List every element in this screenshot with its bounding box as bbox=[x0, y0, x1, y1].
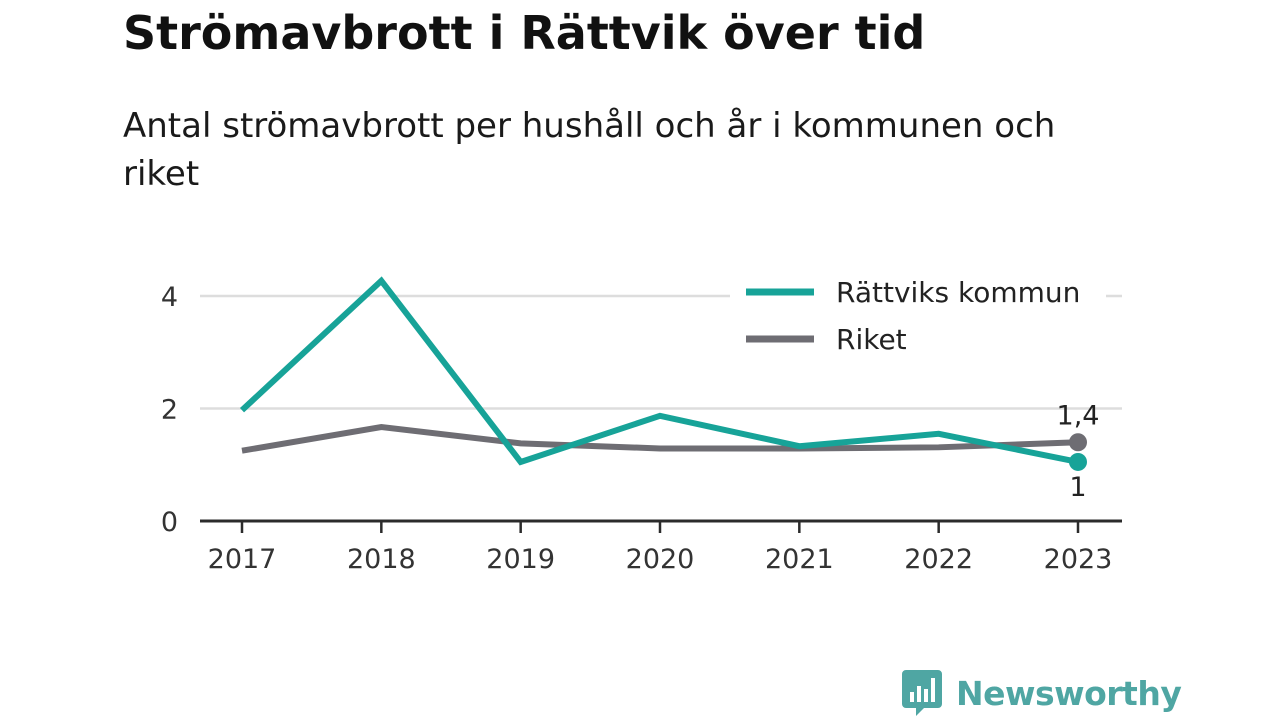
x-tick-label: 2022 bbox=[904, 544, 973, 575]
end-label-riket: 1,4 bbox=[1057, 400, 1100, 431]
series-line-riket bbox=[241, 424, 1079, 454]
brand-logo: Newsworthy bbox=[902, 670, 1182, 716]
y-tick-label: 2 bbox=[161, 395, 178, 426]
series-line-rattvik bbox=[239, 276, 1079, 466]
newsworthy-bar-chart-icon bbox=[902, 670, 942, 716]
x-tick-label: 2018 bbox=[347, 544, 416, 575]
y-tick-label: 0 bbox=[161, 507, 178, 538]
y-tick-label: 4 bbox=[161, 282, 178, 313]
x-tick-label: 2020 bbox=[626, 544, 695, 575]
end-point-rattvik bbox=[1069, 452, 1087, 471]
chart-title: Strömavbrott i Rättvik över tid bbox=[123, 6, 926, 60]
chart-subtitle: Antal strömavbrott per hushåll och år i … bbox=[123, 106, 1056, 194]
brand-name: Newsworthy bbox=[956, 673, 1182, 713]
x-tick-label: 2017 bbox=[208, 544, 277, 575]
legend-label-rattvik: Rättviks kommun bbox=[836, 276, 1080, 309]
x-tick-label: 2019 bbox=[486, 544, 555, 575]
x-tick-label: 2021 bbox=[765, 544, 834, 575]
end-point-riket bbox=[1069, 433, 1087, 452]
end-label-rattvik: 1 bbox=[1069, 472, 1086, 503]
x-tick-label: 2023 bbox=[1044, 544, 1113, 575]
legend-label-riket: Riket bbox=[836, 323, 907, 356]
